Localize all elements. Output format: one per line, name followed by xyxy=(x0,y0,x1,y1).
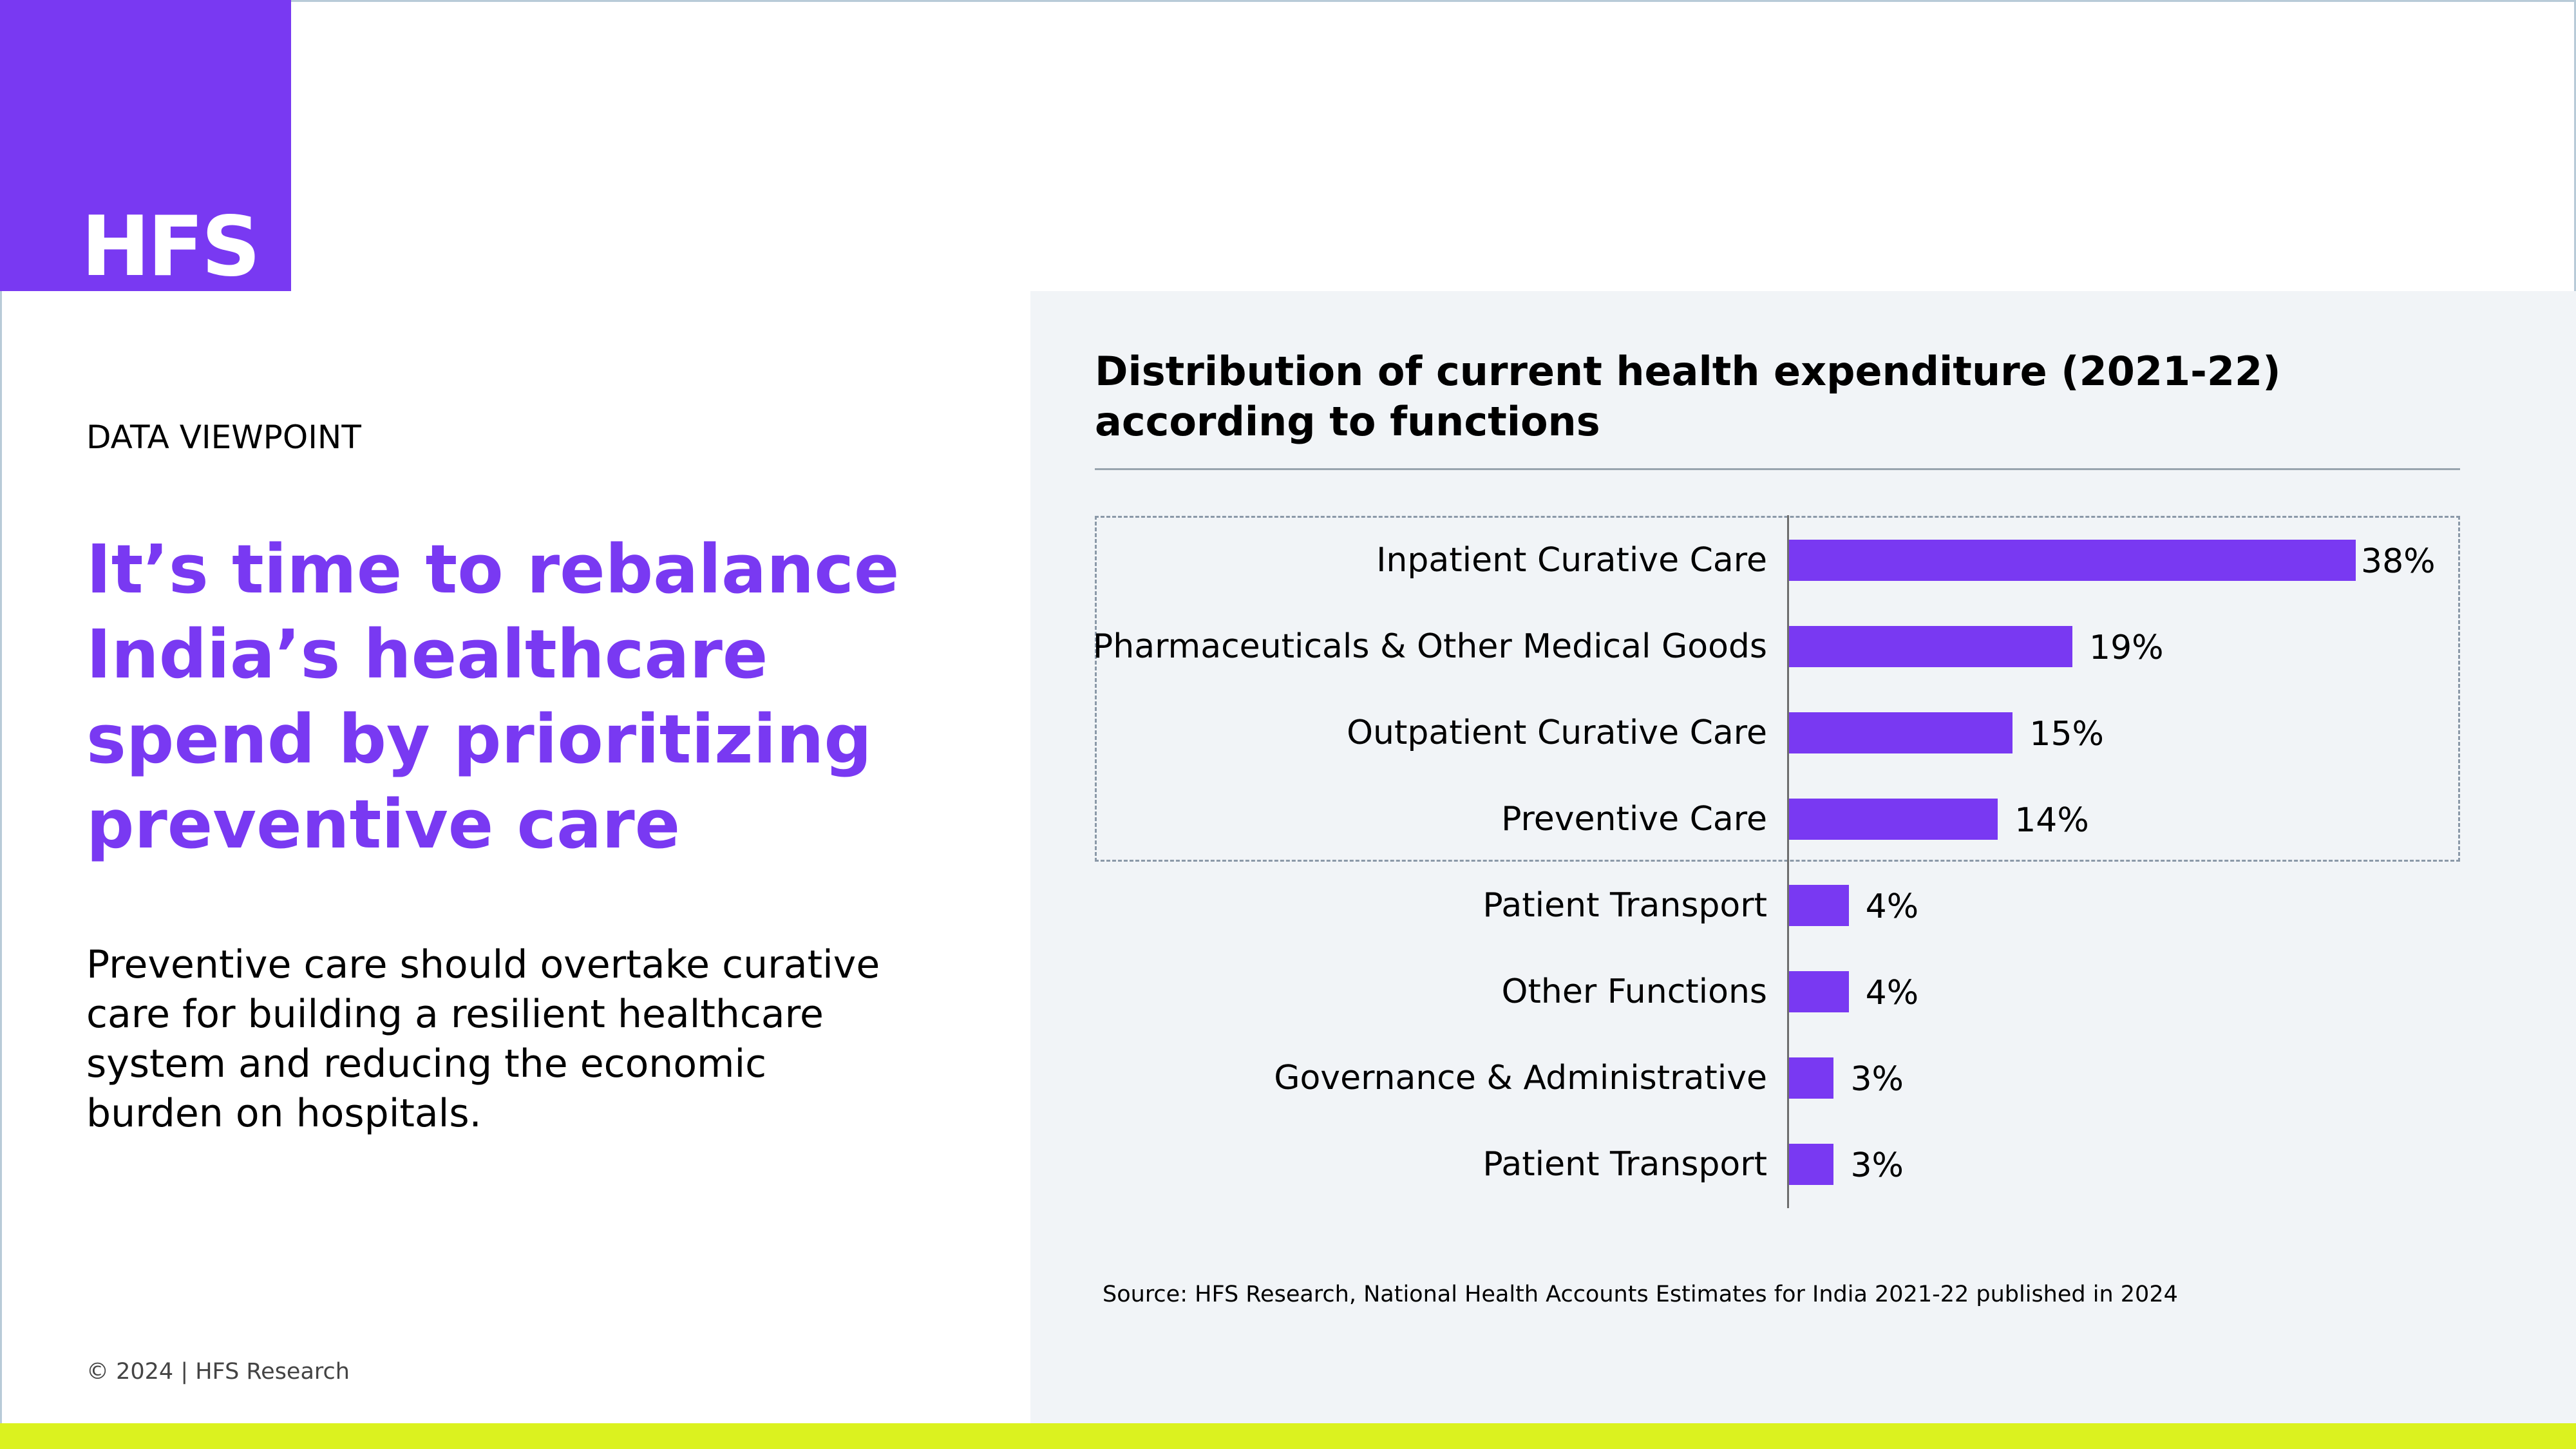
value-label: 3% xyxy=(1850,1060,1904,1099)
value-label: 3% xyxy=(1850,1146,1904,1185)
value-label: 4% xyxy=(1865,974,1919,1012)
category-label: Other Functions xyxy=(1501,972,1767,1011)
bar xyxy=(1789,971,1849,1012)
bar xyxy=(1789,885,1849,926)
category-label: Patient Transport xyxy=(1482,886,1767,925)
value-label: 4% xyxy=(1865,887,1919,926)
category-label: Governance & Administrative xyxy=(1274,1059,1767,1097)
category-label: Patient Transport xyxy=(1482,1145,1767,1184)
category-axis xyxy=(1787,515,1789,1208)
headline: It’s time to rebalance India’s healthcar… xyxy=(86,530,900,864)
category-label: Preventive Care xyxy=(1501,800,1767,838)
category-label: Pharmaceuticals & Other Medical Goods xyxy=(1092,627,1767,666)
eyebrow-label: DATA VIEWPOINT xyxy=(86,419,361,456)
bar xyxy=(1789,712,2013,753)
category-label: Outpatient Curative Care xyxy=(1347,714,1767,752)
chart-source: Source: HFS Research, National Health Ac… xyxy=(1103,1282,2178,1307)
chart-title: Distribution of current health expenditu… xyxy=(1095,348,2281,445)
body-text: Preventive care should overtake curative… xyxy=(86,942,880,1136)
bar xyxy=(1789,1144,1834,1185)
bar xyxy=(1789,799,1998,840)
value-label: 14% xyxy=(2014,801,2089,840)
value-label: 19% xyxy=(2089,629,2164,667)
highlight-box xyxy=(1095,516,2460,862)
footer-accent-bar xyxy=(0,1423,2576,1449)
value-label: 15% xyxy=(2029,715,2104,753)
chart-panel xyxy=(1030,291,2576,1423)
hfs-logo-block: HFS xyxy=(0,0,291,291)
bar xyxy=(1789,1057,1834,1099)
copyright: © 2024 | HFS Research xyxy=(86,1359,350,1385)
bar xyxy=(1789,626,2072,667)
bar xyxy=(1789,540,2356,581)
hfs-logo: HFS xyxy=(81,199,261,295)
category-label: Inpatient Curative Care xyxy=(1376,541,1767,580)
value-label: 38% xyxy=(2361,542,2436,581)
title-divider xyxy=(1095,468,2460,470)
